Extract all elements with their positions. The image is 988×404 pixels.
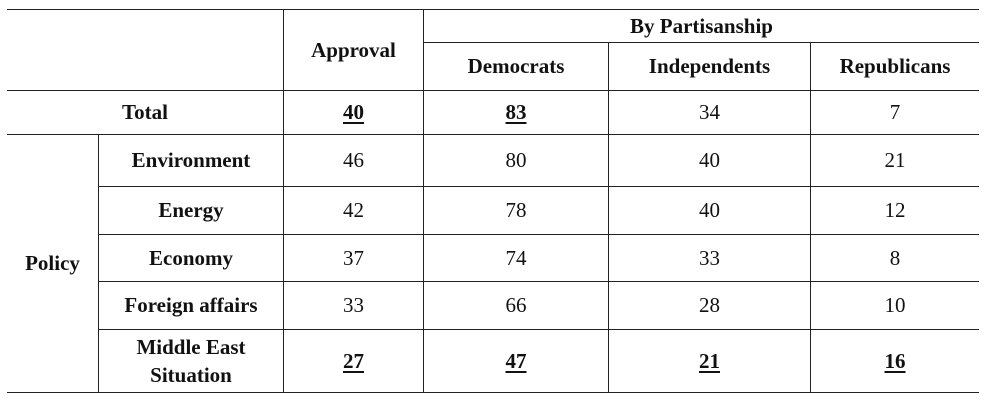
rule-row-2 <box>98 234 979 235</box>
header-approval: Approval <box>311 37 396 62</box>
cell-independents: 21 <box>609 330 810 392</box>
cell-value: 47 <box>505 348 527 373</box>
total-approval-value: 40 <box>343 100 364 125</box>
cell-independents: 33 <box>699 245 720 270</box>
cell-republicans: 12 <box>884 198 906 223</box>
cell-republicans: 21 <box>884 148 906 173</box>
row-label-environment: Environment <box>131 148 251 173</box>
total-republicans: 7 <box>889 100 901 125</box>
rule-col-approval <box>423 9 424 392</box>
header-group-title: By Partisanship <box>630 13 773 38</box>
rule-group-header <box>423 42 979 43</box>
cell-democrats: 80 <box>505 148 527 173</box>
total-label: Total <box>122 100 168 125</box>
cell-republicans: 10 <box>884 293 906 318</box>
total-approval: 40 <box>284 91 423 134</box>
rule-col-democrats <box>608 42 609 392</box>
cell-independents: 28 <box>699 293 720 318</box>
cell-approval: 46 <box>343 148 364 173</box>
rule-total-bottom <box>7 134 979 135</box>
row-label-line-2: Situation <box>150 363 232 387</box>
header-democrats: Democrats <box>467 54 565 79</box>
cell-democrats: 74 <box>505 245 527 270</box>
row-label-economy: Economy <box>149 245 233 270</box>
rule-col-policy <box>98 134 99 392</box>
row-label-energy: Energy <box>158 198 224 223</box>
cell-democrats: 78 <box>505 198 527 223</box>
rule-bottom <box>7 392 979 393</box>
cell-independents: 40 <box>699 148 720 173</box>
cell-approval: 27 <box>284 330 423 392</box>
cell-value: 27 <box>343 348 364 373</box>
cell-approval: 37 <box>343 245 364 270</box>
total-democrats-value: 83 <box>505 100 527 125</box>
total-democrats: 83 <box>424 91 608 134</box>
rule-col-independents <box>810 42 811 392</box>
cell-value: 16 <box>884 348 906 373</box>
rule-row-1 <box>98 186 979 187</box>
header-republicans: Republicans <box>839 54 951 79</box>
row-label-foreign-affairs: Foreign affairs <box>124 293 258 318</box>
cell-approval: 42 <box>343 198 364 223</box>
total-independents: 34 <box>699 100 720 125</box>
rule-col-label <box>283 9 284 392</box>
row-label-middle-east-situation: Middle East Situation <box>99 330 283 392</box>
cell-approval: 33 <box>343 293 364 318</box>
row-label-line-1: Middle East <box>136 334 246 359</box>
rule-header-bottom <box>7 90 979 91</box>
cell-republicans: 16 <box>811 330 979 392</box>
header-independents: Independents <box>648 54 771 79</box>
rule-top <box>7 9 979 10</box>
cell-independents: 40 <box>699 198 720 223</box>
cell-democrats: 66 <box>505 293 527 318</box>
rule-row-4 <box>98 329 979 330</box>
cell-republicans: 8 <box>889 245 901 270</box>
policy-label: Policy <box>25 251 80 276</box>
cell-value: 21 <box>699 348 720 373</box>
cell-democrats: 47 <box>424 330 608 392</box>
rule-row-3 <box>98 281 979 282</box>
